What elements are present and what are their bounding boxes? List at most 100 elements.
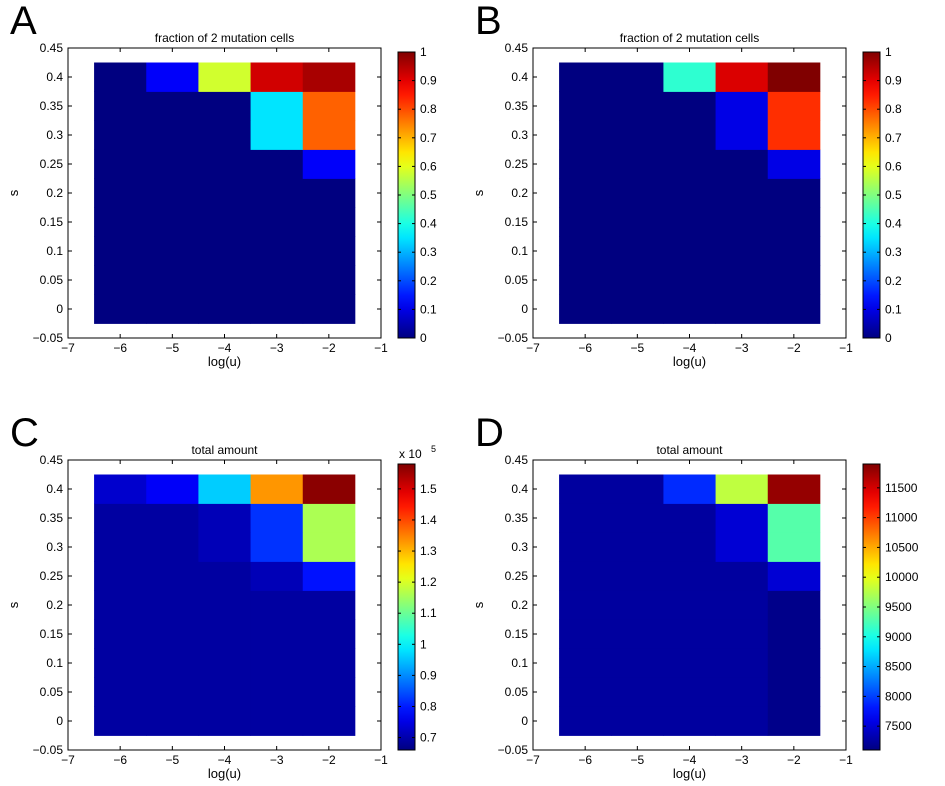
- y-tick-label: 0: [521, 302, 528, 316]
- heatmap-cell: [767, 149, 821, 179]
- heatmap-cell: [302, 149, 356, 179]
- heatmap-cell: [198, 648, 251, 678]
- heatmap-cell: [250, 677, 304, 707]
- heatmap-cell: [715, 590, 769, 620]
- y-tick-label: 0.3: [46, 128, 63, 142]
- colorbar-tick-label: 0.9: [420, 668, 437, 682]
- heatmap-cell: [663, 149, 716, 179]
- heatmap-cell: [302, 561, 356, 591]
- colorbar-frame: [397, 463, 416, 751]
- heatmap-cell: [559, 619, 612, 649]
- heatmap-cell: [611, 62, 664, 92]
- heatmap-cell: [767, 590, 821, 620]
- heatmap-cell: [559, 294, 612, 324]
- heatmap-cell: [198, 149, 251, 179]
- x-axis-label: log(u): [673, 354, 706, 369]
- heatmap-cell: [94, 474, 147, 504]
- heatmap-cell: [715, 236, 769, 266]
- heatmap-cell: [663, 62, 716, 92]
- heatmap-cell: [715, 619, 769, 649]
- heatmap-cell: [767, 207, 821, 237]
- x-tick-label: −2: [322, 753, 336, 767]
- heatmap-cell: [663, 503, 716, 533]
- heatmap-cell: [94, 706, 147, 736]
- heatmap-cell: [302, 207, 356, 237]
- heatmap-cell: [767, 619, 821, 649]
- heatmap-cell: [198, 561, 251, 591]
- heatmap-cell: [559, 474, 612, 504]
- heatmap-cell: [302, 706, 356, 736]
- heatmap-cell: [198, 91, 251, 121]
- heatmap-cell: [611, 294, 664, 324]
- heatmap-cell: [198, 236, 251, 266]
- heatmap-cell: [611, 706, 664, 736]
- heatmap-cell: [302, 62, 356, 92]
- heatmap-cell: [611, 149, 664, 179]
- heatmap-cell: [559, 648, 612, 678]
- heatmap-cell: [611, 648, 664, 678]
- x-tick-label: −5: [630, 341, 644, 355]
- colorbar-tick-label: 7500: [885, 719, 912, 733]
- heatmap-cell: [302, 590, 356, 620]
- x-tick-label: −7: [61, 341, 75, 355]
- heatmap-cells: [559, 62, 821, 324]
- heatmap-cell: [198, 619, 251, 649]
- heatmap-cell: [611, 677, 664, 707]
- heatmap-cell: [611, 503, 664, 533]
- y-tick-label: 0.1: [511, 656, 528, 670]
- heatmap-cell: [611, 120, 664, 150]
- heatmap-cell: [94, 91, 147, 121]
- heatmap-cell: [94, 207, 147, 237]
- y-axis-label: s: [6, 189, 21, 196]
- heatmap-cell: [767, 120, 821, 150]
- heatmap-cell: [94, 178, 147, 208]
- colorbar-tick-label: 0.1: [420, 302, 437, 316]
- heatmap-cell: [146, 532, 199, 562]
- y-tick-label: 0.35: [40, 511, 64, 525]
- heatmap-cell: [250, 648, 304, 678]
- y-tick-label: 0.3: [46, 540, 63, 554]
- heatmap-cell: [94, 62, 147, 92]
- heatmap-cell: [302, 503, 356, 533]
- x-tick-label: −7: [526, 341, 540, 355]
- x-tick-label: −4: [218, 753, 232, 767]
- heatmap-cell: [715, 178, 769, 208]
- colorbar-tick-label: 1.3: [420, 544, 437, 558]
- heatmap-cell: [198, 120, 251, 150]
- colorbar-tick-label: 0.7: [420, 131, 437, 145]
- heatmap-cell: [302, 91, 356, 121]
- heatmap-cell: [715, 706, 769, 736]
- x-tick-label: −6: [113, 753, 127, 767]
- y-tick-label: 0.4: [511, 70, 528, 84]
- y-tick-label: 0: [56, 714, 63, 728]
- x-tick-label: −5: [165, 753, 179, 767]
- x-tick-label: −7: [61, 753, 75, 767]
- heatmap-cell: [94, 561, 147, 591]
- heatmap-cell: [559, 149, 612, 179]
- colorbar-tick-label: 0.1: [885, 302, 902, 316]
- heatmap-cell: [94, 503, 147, 533]
- heatmap-cell: [250, 532, 304, 562]
- heatmap-cell: [715, 265, 769, 295]
- colorbar-tick-label: 0.9: [420, 74, 437, 88]
- heatmap-cell: [146, 561, 199, 591]
- heatmap-cell: [611, 590, 664, 620]
- colorbar-tick-label: 0.3: [885, 245, 902, 259]
- heatmap-cell: [559, 236, 612, 266]
- heatmap-cell: [146, 149, 199, 179]
- y-tick-label: 0.25: [505, 157, 529, 171]
- colorbar-tick-label: 10000: [885, 570, 919, 584]
- heatmap-cell: [94, 149, 147, 179]
- heatmap-cell: [198, 265, 251, 295]
- heatmap-cell: [198, 178, 251, 208]
- y-tick-label: 0.1: [46, 656, 63, 670]
- heatmap-cell: [715, 149, 769, 179]
- heatmap-cell: [198, 474, 251, 504]
- y-tick-label: 0.25: [40, 569, 64, 583]
- heatmap-cell: [302, 532, 356, 562]
- y-tick-label: 0.15: [40, 627, 64, 641]
- x-axis-label: log(u): [208, 354, 241, 369]
